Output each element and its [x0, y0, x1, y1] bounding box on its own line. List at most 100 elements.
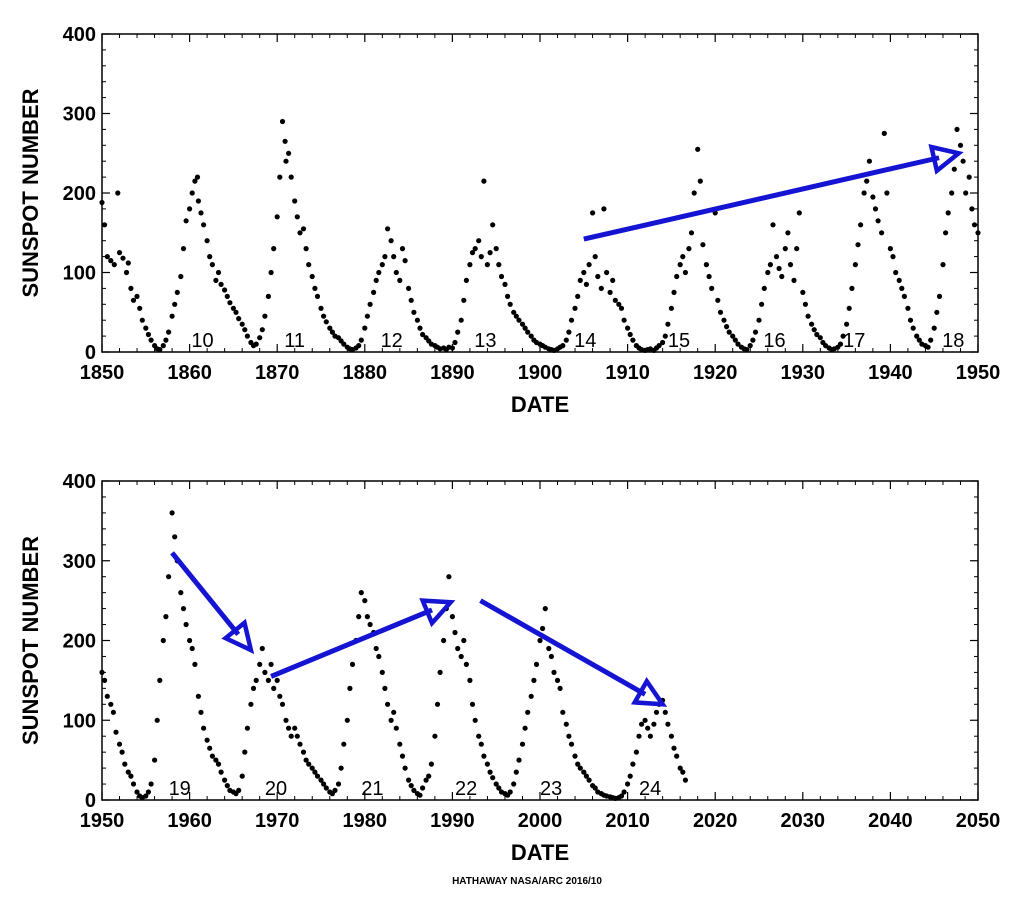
- panel-2-data-point: [362, 598, 368, 604]
- panel-1-data-point: [213, 277, 219, 283]
- panel-1-data-point: [178, 273, 184, 280]
- panel-1-data-point: [717, 309, 724, 315]
- panel-1-data-point: [586, 262, 592, 268]
- panel-1-data-point: [230, 305, 236, 311]
- panel-1-data-point: [222, 287, 228, 293]
- panel-2-data-point: [516, 757, 522, 763]
- panel-1-data-point: [478, 254, 484, 260]
- panel-1-data-point: [969, 206, 975, 212]
- panel-2-data-point: [452, 629, 458, 636]
- panel-2-data-point: [215, 761, 222, 767]
- panel-1-data-point: [592, 254, 598, 260]
- panel-1-data-point: [907, 317, 914, 323]
- panel-1-data-point: [192, 178, 198, 184]
- panel-2-data-point: [446, 574, 452, 580]
- panel-2-x-axis-label: DATE: [511, 840, 569, 865]
- panel-1-data-point: [870, 194, 876, 200]
- panel-1-data-point: [134, 293, 140, 299]
- panel-2-data-point: [257, 661, 263, 668]
- panel-2-data-point: [303, 757, 309, 763]
- panel-2-data-point: [406, 777, 412, 783]
- panel-1-data-point: [800, 289, 806, 295]
- panel-2-data-point: [647, 733, 654, 739]
- panel-1-data-point: [215, 269, 222, 276]
- panel-1-cycle-label: 16: [763, 330, 785, 352]
- panel-2-cycle-label: 20: [265, 778, 287, 800]
- panel-2-data-point: [522, 725, 528, 731]
- panel-1-x-tick-label: 1850: [80, 362, 125, 384]
- panel-1-data-point: [233, 309, 239, 315]
- panel-1-data-point: [805, 313, 811, 319]
- panel-2-data-point: [224, 783, 230, 789]
- panel-1-data-point: [691, 190, 697, 196]
- panel-2-data-point: [423, 777, 429, 783]
- panel-1-data-point: [837, 341, 844, 347]
- panel-1-data-point: [730, 333, 736, 339]
- panel-1-data-point: [595, 273, 601, 280]
- panel-1-data-point: [844, 321, 850, 327]
- panel-1-data-point: [277, 174, 283, 180]
- panel-1-data-point: [852, 262, 859, 268]
- panel-1-data-point: [163, 337, 169, 343]
- panel-1-data-point: [528, 333, 534, 339]
- panel-2-data-point: [542, 606, 548, 612]
- panel-1-x-tick-label: 1870: [255, 362, 300, 384]
- panel-1-data-point: [399, 246, 406, 252]
- panel-2-x-tick-label: 1980: [343, 810, 388, 832]
- panel-1-data-point: [671, 289, 677, 295]
- panel-2-data-point: [318, 777, 324, 783]
- panel-2-data-point: [563, 721, 569, 727]
- panel-1-data-point: [358, 337, 364, 343]
- panel-1-data-point: [297, 230, 303, 236]
- panel-1-data-point: [371, 289, 377, 295]
- panel-1-data-point: [227, 300, 233, 306]
- panel-1-data-point: [809, 321, 815, 327]
- panel-2-data-point: [189, 645, 195, 652]
- panel-1-data-point: [890, 254, 896, 260]
- panel-2-data-point: [642, 717, 648, 723]
- panel-2-data-point: [113, 729, 119, 735]
- panel-1-data-point: [282, 138, 288, 144]
- panel-1-data-point: [189, 190, 195, 196]
- panel-1-data-point: [143, 325, 149, 331]
- panel-1-data-point: [385, 226, 391, 232]
- panel-1-data-point: [811, 327, 817, 333]
- panel-2-data-point: [283, 717, 289, 723]
- panel-2-data-point: [288, 733, 294, 739]
- panel-1-data-point: [406, 285, 412, 291]
- panel-1-data-point: [756, 317, 762, 323]
- panel-1-data-point: [945, 210, 951, 216]
- panel-2-data-point: [428, 761, 434, 767]
- panel-2-x-tick-label: 1990: [430, 810, 475, 832]
- panel-1-cycle-label: 12: [381, 330, 403, 352]
- panel-2-data-point: [496, 785, 502, 791]
- panel-1-data-point: [288, 174, 294, 180]
- panel-2-data-point: [592, 785, 598, 791]
- panel-1-data-point: [279, 118, 286, 125]
- panel-1-data-point: [393, 269, 399, 276]
- panel-2-data-point: [180, 606, 187, 612]
- panel-2-data-point: [119, 749, 125, 755]
- panel-1-data-point: [581, 269, 587, 276]
- panel-1-data-point: [761, 285, 767, 291]
- panel-1-data-point: [785, 230, 791, 236]
- panel-1-data-point: [449, 345, 455, 351]
- panel-1-data-point: [901, 293, 908, 299]
- panel-2-data-point: [385, 701, 391, 707]
- panel-1-data-point: [180, 246, 187, 252]
- panel-1-data-point: [145, 331, 151, 338]
- panel-1-data-point: [318, 305, 324, 311]
- panel-1-data-point: [367, 301, 373, 307]
- panel-1-data-point: [166, 329, 172, 335]
- panel-2-data-point: [160, 637, 166, 644]
- panel-2-data-point: [630, 761, 636, 767]
- panel-1-cycle-label: 13: [474, 330, 496, 352]
- panel-2-data-point: [388, 717, 394, 723]
- panel-1-data-point: [329, 329, 335, 335]
- panel-1-data-point: [568, 317, 575, 323]
- panel-2-data-point: [248, 701, 254, 707]
- panel-1-cycle-label: 11: [284, 330, 305, 352]
- panel-1-cycle-label: 15: [668, 330, 690, 352]
- panel-2-x-tick-label: 2050: [956, 810, 1001, 832]
- panel-2-data-point: [244, 725, 250, 731]
